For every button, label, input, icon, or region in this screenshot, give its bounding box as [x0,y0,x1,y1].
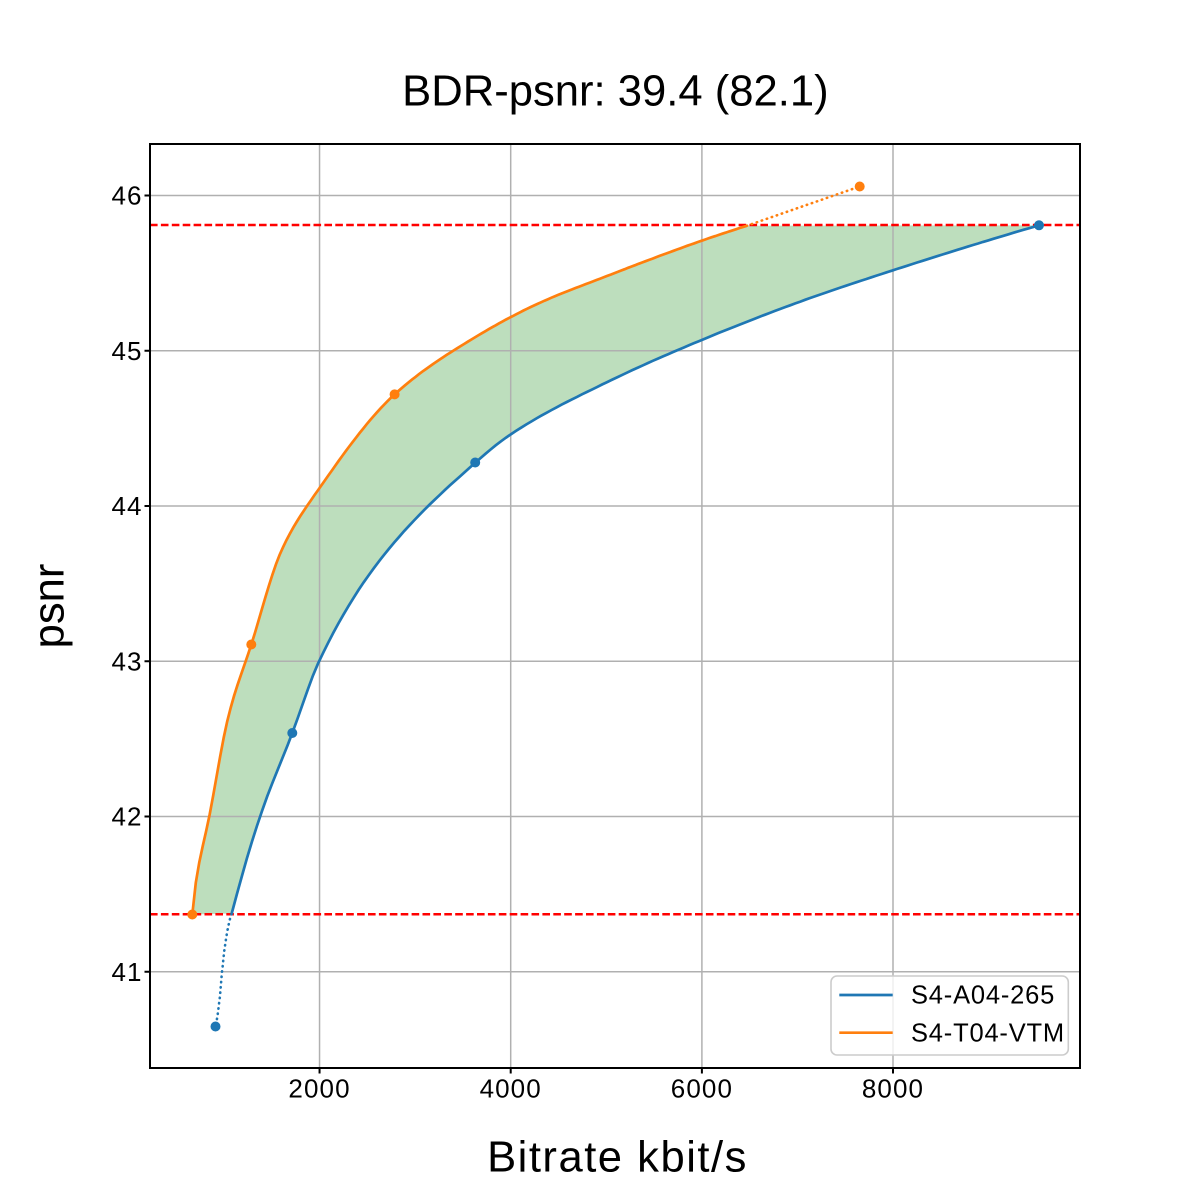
svg-text:44: 44 [111,491,142,521]
svg-text:4000: 4000 [480,1073,542,1103]
svg-text:psnr: psnr [26,564,74,649]
svg-text:46: 46 [111,181,142,211]
svg-text:2000: 2000 [288,1073,350,1103]
svg-text:S4-A04-265: S4-A04-265 [911,982,1055,1010]
svg-text:41: 41 [111,957,142,987]
svg-text:S4-T04-VTM: S4-T04-VTM [911,1019,1065,1047]
svg-text:BDR-psnr: 39.4 (82.1): BDR-psnr: 39.4 (82.1) [402,67,828,115]
svg-text:43: 43 [111,646,142,676]
svg-text:Bitrate kbit/s: Bitrate kbit/s [487,1134,748,1182]
svg-text:42: 42 [111,802,142,832]
svg-text:6000: 6000 [671,1073,733,1103]
svg-text:45: 45 [111,336,142,366]
svg-text:8000: 8000 [862,1073,924,1103]
